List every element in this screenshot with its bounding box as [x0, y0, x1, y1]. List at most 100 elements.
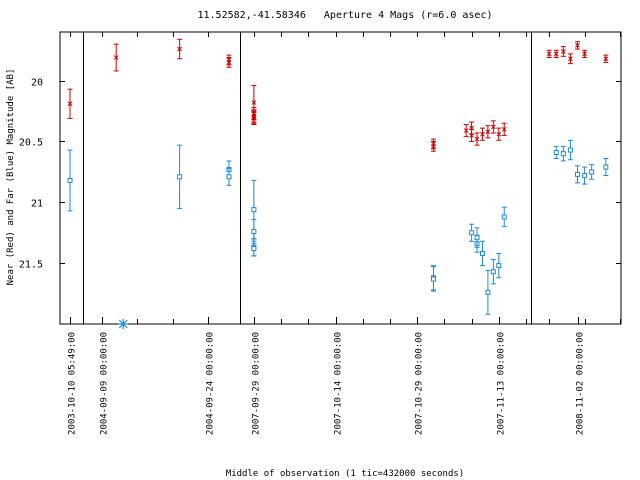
- data-point: [469, 223, 475, 242]
- marker-square: [485, 289, 491, 295]
- marker-square: [177, 174, 183, 180]
- marker-x: [474, 136, 480, 142]
- data-point: [469, 128, 475, 142]
- marker-square: [560, 151, 566, 157]
- marker-x: [251, 100, 257, 105]
- y-tick-label: 20: [31, 78, 43, 89]
- data-point: [113, 43, 119, 72]
- data-point: [560, 46, 566, 57]
- marker-x: [546, 51, 552, 57]
- data-point: [430, 266, 436, 292]
- data-point: [582, 49, 588, 59]
- data-point: [479, 240, 485, 267]
- marker-x: [501, 126, 507, 132]
- marker-x: [113, 55, 119, 60]
- data-point: [485, 269, 491, 315]
- data-point: [490, 259, 496, 285]
- x-tick-label: 2004-09-09 00:00:00: [100, 332, 110, 435]
- marker-x: [177, 46, 182, 52]
- marker-square: [474, 235, 480, 241]
- marker-square: [496, 263, 502, 269]
- marker-x: [480, 131, 485, 137]
- data-point: [430, 141, 436, 152]
- data-point: [490, 120, 496, 134]
- marker-square: [67, 177, 73, 183]
- plot-area: [59, 31, 622, 329]
- data-point: [575, 165, 580, 184]
- data-point: [485, 125, 491, 139]
- data-point: [67, 88, 73, 119]
- marker-x: [463, 128, 469, 133]
- data-point: [474, 227, 480, 248]
- marker-square: [251, 229, 257, 235]
- marker-square: [490, 269, 496, 275]
- marker-square: [603, 164, 609, 170]
- chart-title: 11.52582,-41.58346 Aperture 4 Mags (r=6.…: [197, 10, 492, 21]
- x-axis-label: Middle of observation (1 tic=432000 seco…: [226, 469, 464, 479]
- data-point: [251, 240, 257, 257]
- y-tick-label: 21.5: [19, 260, 43, 271]
- marker-x: [490, 124, 496, 130]
- data-point: [479, 127, 485, 141]
- x-tick-label: 2003-10-10 05:49:00: [68, 332, 78, 435]
- data-point: [226, 54, 232, 66]
- data-point: [560, 145, 566, 162]
- marker-x: [431, 144, 436, 149]
- x-tick-label: 2007-09-29 00:00:00: [252, 332, 262, 435]
- data-point: [603, 54, 609, 63]
- x-axis-ticks: 2003-10-10 05:49:00 2004-09-09 00:00:00 20…: [68, 32, 621, 435]
- data-point: [589, 164, 595, 180]
- series-2: [67, 139, 609, 315]
- data-point: [177, 38, 183, 60]
- marker-square: [251, 246, 257, 252]
- data-point: [603, 158, 609, 177]
- marker-x: [553, 51, 559, 57]
- marker-square: [430, 276, 436, 282]
- marker-x: [568, 56, 573, 62]
- marker-square: [575, 171, 580, 177]
- data-point: [501, 122, 507, 136]
- data-point: [575, 41, 580, 50]
- data-point: [546, 49, 552, 59]
- marker-x: [485, 129, 491, 135]
- marker-square: [582, 173, 588, 179]
- data-point: [501, 206, 507, 228]
- marker-x: [251, 114, 257, 120]
- data-point: [251, 110, 257, 124]
- marker-x: [67, 101, 73, 107]
- marker-x: [603, 56, 609, 62]
- x-tick-label: 2007-10-14 00:00:00: [334, 332, 344, 435]
- x-tick-label: 2007-11-13 00:00:00: [497, 332, 507, 435]
- marker-square: [567, 147, 573, 153]
- marker-x: [469, 133, 474, 138]
- data-point: [567, 53, 573, 65]
- marker-square: [469, 230, 475, 236]
- marker-square: [553, 149, 559, 155]
- data-point: [226, 167, 232, 186]
- data-point: [582, 166, 588, 185]
- series-1: [67, 38, 609, 152]
- marker-square: [479, 250, 485, 256]
- marker-square: [501, 214, 507, 220]
- data-point: [567, 139, 573, 161]
- marker-square: [251, 207, 257, 213]
- marker-x: [226, 57, 232, 63]
- data-point: [463, 123, 469, 138]
- asterisk-marker: [118, 319, 129, 329]
- data-point: [553, 49, 559, 59]
- marker-x: [496, 131, 502, 137]
- marker-square: [589, 169, 595, 175]
- marker-x: [582, 51, 587, 57]
- x-tick-label: 2008-11-02 00:00:00: [576, 332, 586, 435]
- x-tick-label: 2004-09-24 00:00:00: [206, 332, 216, 435]
- y-axis-ticks: 20 20.5 21 21.5: [19, 78, 621, 271]
- marker-square: [226, 174, 232, 180]
- y-tick-label: 21: [31, 199, 43, 210]
- y-tick-label: 20.5: [19, 138, 43, 149]
- data-point: [177, 144, 183, 209]
- data-point: [474, 132, 480, 146]
- x-tick-label: 2007-10-29 00:00:00: [415, 332, 425, 435]
- marker-x: [560, 49, 566, 54]
- data-point: [553, 145, 559, 160]
